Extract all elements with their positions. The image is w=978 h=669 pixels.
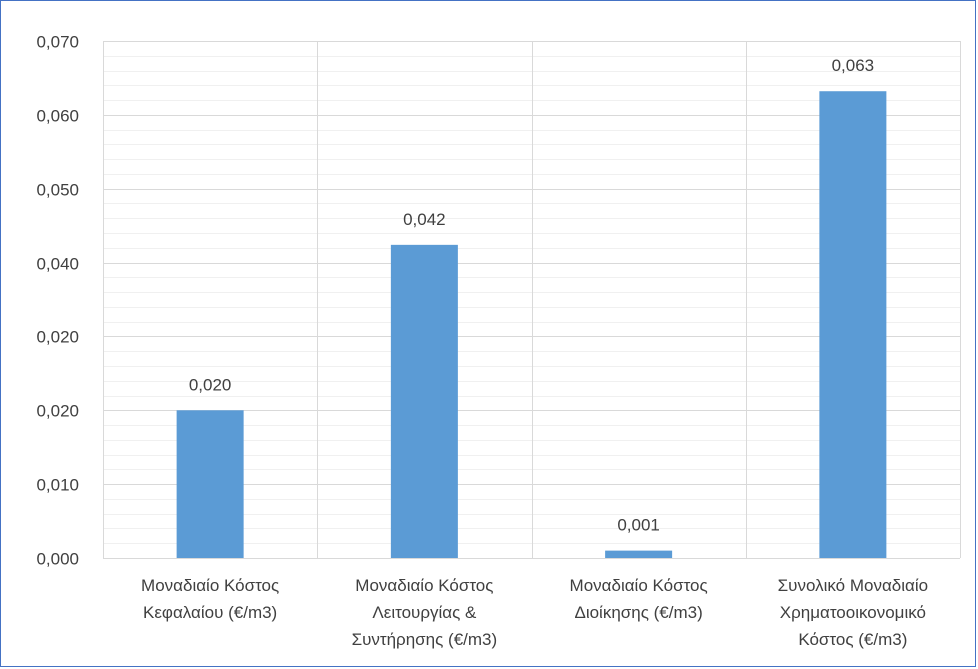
y-tick-label: 0,020 <box>36 328 79 347</box>
category-label: Λειτουργίας & <box>372 603 477 622</box>
bar <box>819 91 887 559</box>
y-tick-label: 0,000 <box>36 550 79 569</box>
category-label: Συντήρησης (€/m3) <box>352 630 498 649</box>
data-label: 0,063 <box>832 56 875 75</box>
bar <box>176 410 244 558</box>
y-tick-label: 0,020 <box>36 402 79 421</box>
category-label: Μοναδιαίο Κόστος <box>141 576 279 595</box>
y-tick-label: 0,010 <box>36 476 79 495</box>
category-label: Κεφαλαίου (€/m3) <box>143 603 277 622</box>
category-label: Μοναδιαίο Κόστος <box>570 576 708 595</box>
y-tick-label: 0,050 <box>36 181 79 200</box>
data-label: 0,042 <box>403 210 446 229</box>
category-label: Χρηματοοικονομικό <box>780 603 926 622</box>
category-label: Μοναδιαίο Κόστος <box>355 576 493 595</box>
y-tick-label: 0,070 <box>36 33 79 52</box>
bar <box>605 550 673 558</box>
category-label: Διοίκησης (€/m3) <box>574 603 702 622</box>
bar <box>390 244 458 559</box>
data-label: 0,001 <box>617 516 660 535</box>
category-label: Κόστος (€/m3) <box>798 630 907 649</box>
y-tick-label: 0,060 <box>36 107 79 126</box>
y-tick-label: 0,040 <box>36 255 79 274</box>
category-label: Συνολικό Μοναδιαίο <box>778 576 928 595</box>
data-label: 0,020 <box>189 375 232 394</box>
